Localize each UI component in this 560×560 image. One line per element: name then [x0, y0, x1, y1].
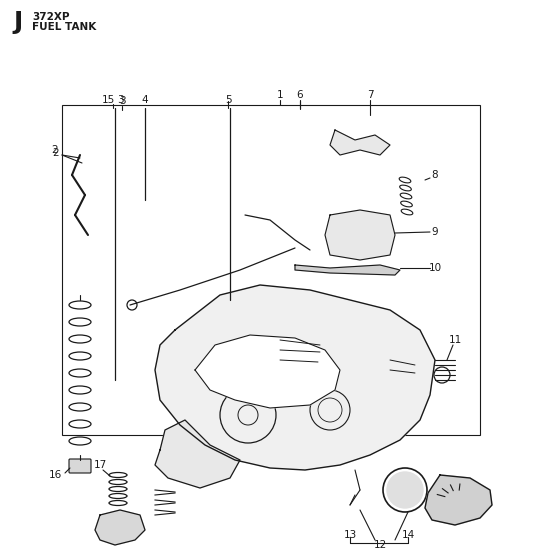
Text: 5: 5 — [225, 95, 231, 105]
Polygon shape — [425, 475, 492, 525]
Text: 16: 16 — [48, 470, 62, 480]
FancyBboxPatch shape — [69, 459, 91, 473]
Text: 8: 8 — [432, 170, 438, 180]
Text: 3: 3 — [119, 96, 125, 106]
Text: 10: 10 — [428, 263, 442, 273]
Text: 13: 13 — [343, 530, 357, 540]
Text: 3: 3 — [116, 95, 123, 105]
Bar — [62, 105, 480, 435]
Text: 2: 2 — [53, 148, 59, 158]
Polygon shape — [195, 335, 340, 408]
Text: 15: 15 — [101, 95, 115, 105]
Polygon shape — [95, 510, 145, 545]
Text: FUEL TANK: FUEL TANK — [32, 22, 96, 32]
Polygon shape — [155, 285, 435, 470]
Polygon shape — [330, 130, 390, 155]
Circle shape — [387, 472, 423, 508]
Polygon shape — [295, 265, 400, 275]
Polygon shape — [325, 210, 395, 260]
Text: 7: 7 — [367, 90, 374, 100]
Text: 372XP: 372XP — [32, 12, 69, 22]
Text: 2: 2 — [52, 145, 58, 155]
Polygon shape — [155, 420, 240, 488]
Text: 9: 9 — [432, 227, 438, 237]
Text: 17: 17 — [94, 460, 106, 470]
Text: 14: 14 — [402, 530, 414, 540]
Text: 12: 12 — [374, 540, 386, 550]
Text: 4: 4 — [142, 95, 148, 105]
Text: 1: 1 — [277, 90, 283, 100]
Text: 6: 6 — [297, 90, 304, 100]
Text: J: J — [13, 10, 22, 34]
Text: 11: 11 — [449, 335, 461, 345]
